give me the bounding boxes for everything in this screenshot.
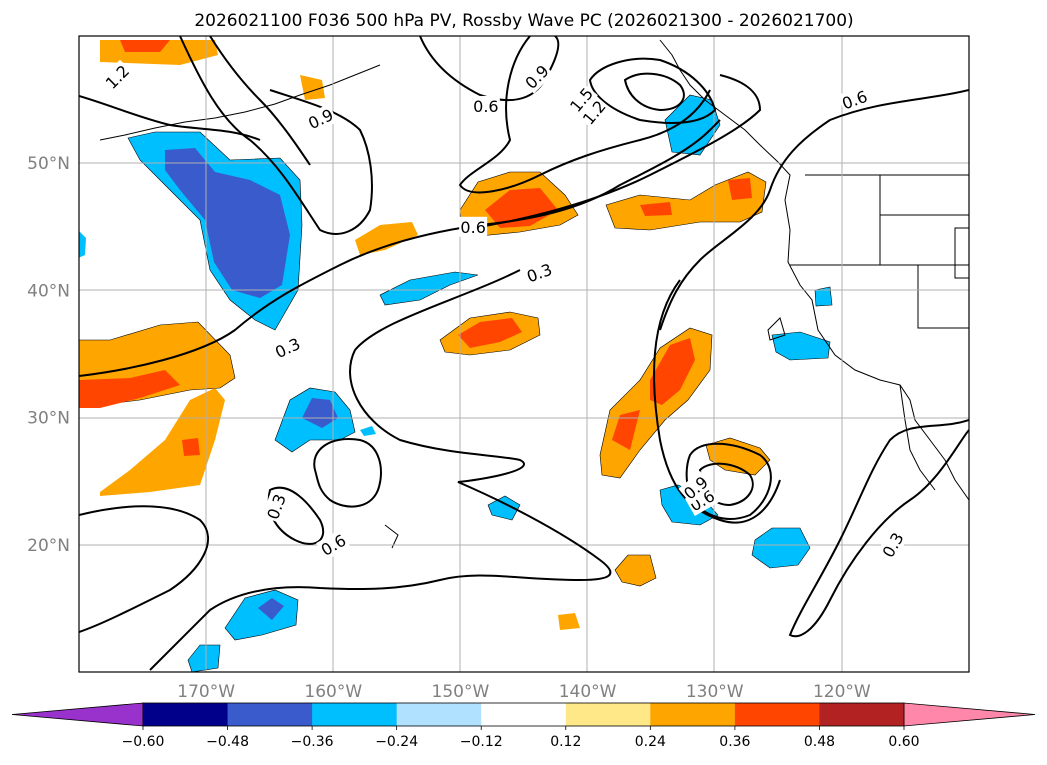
contour-label-bg (459, 216, 488, 237)
contour-0.6-north (419, 36, 560, 102)
colorbar-tick-label: 0.24 (635, 734, 666, 750)
negative-anomaly-mid (379, 271, 479, 306)
contour-0.3-mid (149, 269, 612, 671)
contour-label-bg (270, 332, 305, 363)
colorbar-swatch (565, 703, 651, 726)
colorbar-swatch (734, 703, 820, 726)
contour-1.2-west (209, 36, 311, 166)
lon-tick-label: 160°W (304, 682, 362, 702)
lat-tick-label: 30°N (27, 409, 70, 429)
colorbar-tick-label: 0.48 (804, 734, 835, 750)
contour-0.3-east (653, 279, 781, 524)
colorbar-frame (142, 702, 905, 727)
colorbar-swatch (396, 703, 482, 726)
contour-0.9-west-outer (79, 95, 261, 141)
gridlines (79, 36, 969, 672)
contour-0.9-west (179, 36, 373, 235)
negative-anomaly-west (127, 131, 303, 331)
colorbar-tick-label: −0.12 (460, 734, 503, 750)
latitude-tick-labels: 20°N 30°N 40°N 50°N (27, 154, 70, 556)
colorbar: −0.60 −0.48 −0.36 −0.24 −0.12 0.12 0.24 0.36 0.4… (11, 702, 1036, 750)
contour-0.3-main (79, 119, 721, 377)
positive-anomaly-mid (355, 222, 418, 255)
contour-label-bg (564, 82, 598, 117)
lon-tick-label: 130°W (686, 682, 744, 702)
contour-label-bg (471, 95, 500, 116)
contour-label-bg (100, 59, 135, 94)
contour-label-bg (684, 484, 720, 516)
contour-1.2-north (588, 57, 717, 124)
lon-tick-label: 140°W (559, 682, 617, 702)
contour-label-text: 0.6 (460, 218, 485, 237)
positive-anomaly-center (439, 171, 579, 356)
lon-tick-label: 170°W (177, 682, 235, 702)
contour-0.9-north (458, 36, 711, 194)
positive-anomaly-west (79, 321, 236, 496)
contour-label-bg (577, 95, 611, 130)
orange-anomaly-aleutian (300, 75, 325, 100)
map-frame (78, 35, 970, 673)
lon-tick-label: 120°W (813, 682, 871, 702)
red-anomaly-top-left (120, 40, 170, 52)
colorbar-tick-label: −0.60 (122, 734, 165, 750)
colorbar-swatch (481, 703, 567, 726)
lat-tick-label: 40°N (27, 281, 70, 301)
contour-label-bg (316, 529, 351, 561)
colorbar-extend-high (903, 702, 1036, 727)
lat-tick-label: 50°N (27, 154, 70, 174)
positive-anomaly-east (605, 171, 767, 231)
contour-label-text: 0.6 (473, 97, 498, 116)
contour-label-bg (303, 103, 338, 134)
colorbar-tick-label: −0.36 (291, 734, 334, 750)
colorbar-tick-label: 0.60 (888, 734, 919, 750)
contour-1.5-north (623, 72, 685, 112)
contour-label-bg (837, 85, 872, 114)
contour-lines (79, 36, 969, 671)
contour-label: 0.6 (837, 85, 872, 114)
contour-label-bg (522, 258, 556, 287)
contour-0.3-southeast (788, 419, 969, 638)
colorbar-tick-label: 0.12 (550, 734, 581, 750)
colorbar-swatch (650, 703, 736, 726)
negative-anomaly-south (79, 94, 833, 672)
colorbar-tick-label: −0.48 (206, 734, 249, 750)
colorbar-tick-label: −0.24 (375, 734, 418, 750)
contour-label-bg (519, 59, 554, 94)
contour-label: 0.6 (459, 216, 488, 237)
contour-0.6-east (659, 89, 969, 331)
colorbar-tick-label: 0.36 (719, 734, 750, 750)
contour-0.6-center (459, 74, 762, 231)
contour-0.3-south (79, 505, 210, 633)
colorbar-swatch (143, 703, 229, 726)
contour-label-bg (678, 470, 713, 505)
map-panel: 0.30.30.30.30.30.60.60.60.60.60.90.90.91… (36, 35, 970, 673)
contour-0.6-loop-south (313, 438, 382, 508)
lon-tick-label: 150°W (432, 682, 490, 702)
contour-label-bg (261, 490, 291, 524)
contour-label-bg (877, 527, 909, 562)
contour-label: 0.6 (471, 95, 500, 116)
lat-tick-label: 20°N (27, 536, 70, 556)
colorbar-swatch (227, 703, 313, 726)
colorbar-swatch (819, 703, 905, 726)
contour-label: 0.3 (36, 555, 70, 586)
colorbar-swatch (312, 703, 398, 726)
shading-layer (79, 40, 833, 672)
colorbar-extend-low (11, 702, 144, 727)
longitude-tick-labels: 170°W 160°W 150°W 140°W 130°W 120°W (177, 682, 871, 702)
chart-title: 2026021100 F036 500 hPa PV, Rossby Wave … (194, 11, 853, 31)
contour-label-bg (36, 555, 70, 586)
contour-label-text: 0.3 (38, 556, 70, 585)
